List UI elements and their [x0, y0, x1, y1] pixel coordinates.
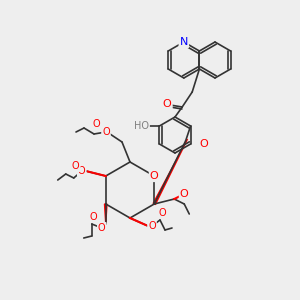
Text: O: O	[180, 189, 189, 199]
Polygon shape	[153, 139, 188, 205]
Text: O: O	[148, 221, 156, 231]
Text: O: O	[92, 119, 100, 129]
Text: O: O	[98, 223, 106, 233]
Text: O: O	[158, 208, 166, 218]
Text: O: O	[90, 212, 98, 222]
Text: O: O	[72, 161, 80, 171]
Polygon shape	[104, 204, 107, 224]
Text: O: O	[102, 127, 110, 137]
Text: O: O	[163, 99, 172, 109]
Text: O: O	[199, 139, 208, 149]
Text: N: N	[180, 37, 188, 47]
Text: HO: HO	[134, 121, 149, 131]
Text: O: O	[150, 171, 159, 181]
Text: O: O	[78, 166, 85, 176]
